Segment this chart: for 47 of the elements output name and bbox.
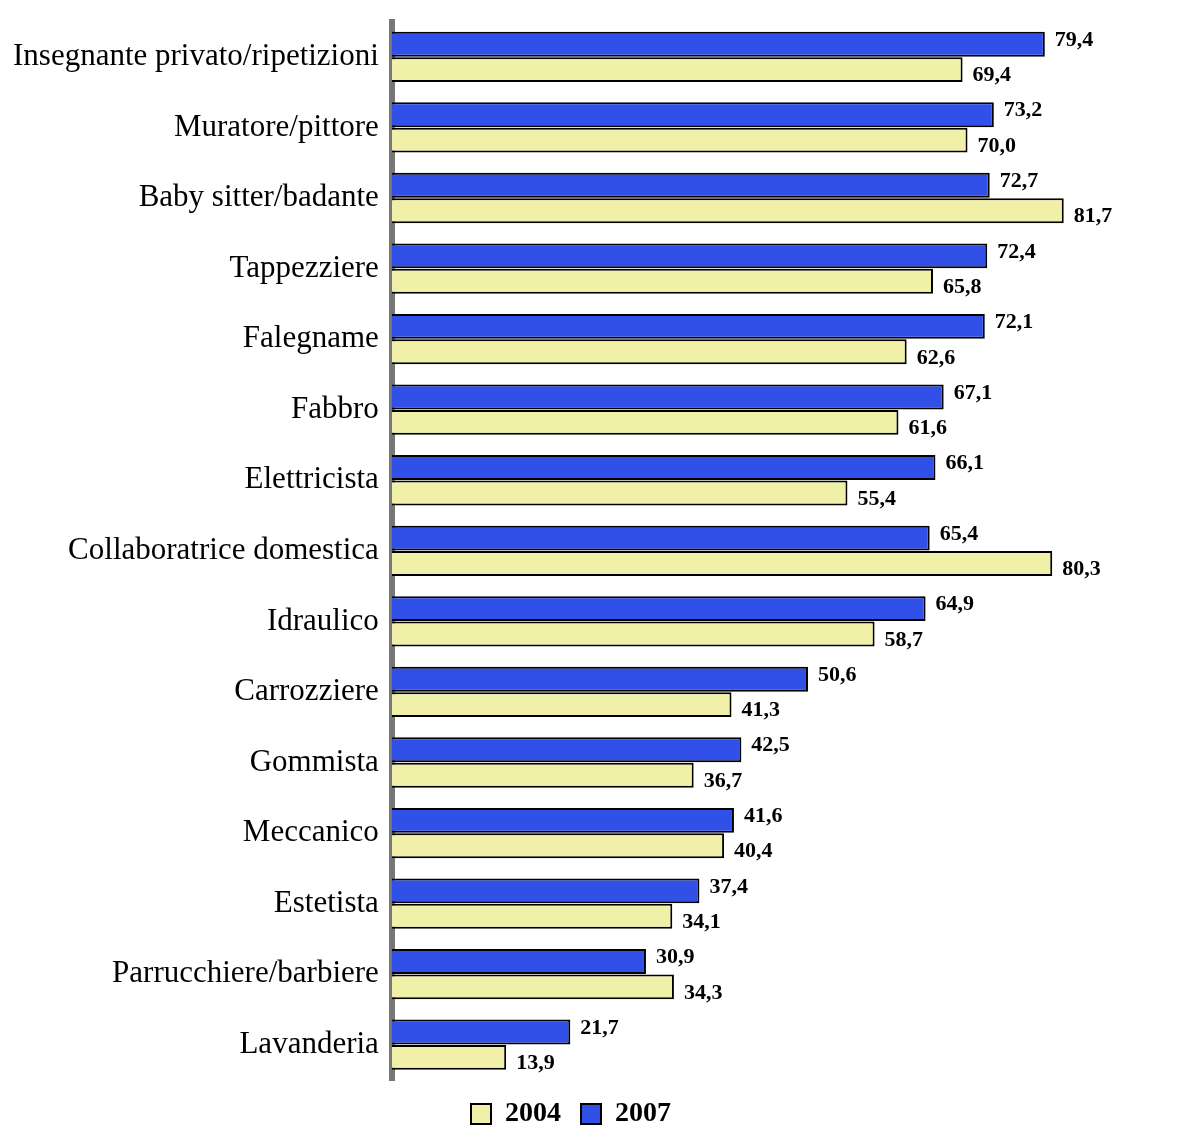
data-label: 50,6 [817, 660, 857, 686]
legend-label: 2007 [615, 1096, 671, 1128]
y-tick-label: Carrozziere [234, 672, 379, 708]
y-tick-label: Muratore/pittore [173, 107, 379, 143]
data-label: 72,4 [997, 237, 1036, 263]
y-tick-label: Estetista [273, 883, 380, 919]
y-tick-label: Gommista [249, 742, 380, 778]
y-tick-label: Fabbro [291, 389, 379, 425]
data-label: 65,4 [939, 519, 979, 545]
data-label: 34,3 [683, 978, 723, 1004]
data-label: 69,4 [972, 61, 1012, 87]
y-tick-label: Tappezziere [229, 248, 379, 284]
y-tick-label: Insegnante privato/ripetizioni [13, 37, 380, 73]
data-label: 67,1 [953, 378, 993, 404]
data-label: 42,5 [751, 731, 790, 757]
y-tick-label: Baby sitter/badante [138, 178, 379, 214]
data-label: 40,4 [734, 837, 773, 863]
data-label: 36,7 [703, 766, 743, 792]
y-tick-label: Parrucchiere/barbiere [112, 954, 379, 990]
data-label: 64,9 [935, 590, 975, 616]
y-tick-label: Falegname [242, 319, 379, 355]
data-label: 62,6 [916, 343, 956, 369]
y-tick-label: Elettricista [244, 460, 380, 496]
y-tick-label: Lavanderia [239, 1024, 380, 1060]
data-label: 80,3 [1062, 555, 1101, 581]
data-label: 81,7 [1073, 202, 1113, 228]
data-label: 21,7 [580, 1013, 619, 1039]
data-label: 30,9 [655, 943, 695, 969]
data-label: 55,4 [857, 484, 896, 510]
data-label: 79,4 [1054, 25, 1094, 51]
data-label: 41,3 [741, 696, 780, 722]
data-label: 41,6 [743, 802, 783, 828]
data-label: 73,2 [1003, 96, 1043, 122]
data-label: 58,7 [884, 625, 924, 651]
data-label: 34,1 [682, 907, 721, 933]
data-label: 72,1 [994, 308, 1034, 334]
data-label: 70,0 [977, 131, 1017, 157]
data-label: 37,4 [709, 872, 748, 898]
data-label: 72,7 [999, 166, 1039, 192]
data-label: 65,8 [942, 272, 982, 298]
data-label: 66,1 [945, 449, 984, 475]
data-label: 61,6 [908, 414, 947, 440]
y-tick-label: Idraulico [266, 601, 379, 637]
data-label: 13,9 [516, 1049, 555, 1075]
y-tick-label: Collaboratrice domestica [68, 530, 380, 566]
legend-label: 2004 [505, 1096, 561, 1128]
y-tick-label: Meccanico [242, 813, 379, 849]
